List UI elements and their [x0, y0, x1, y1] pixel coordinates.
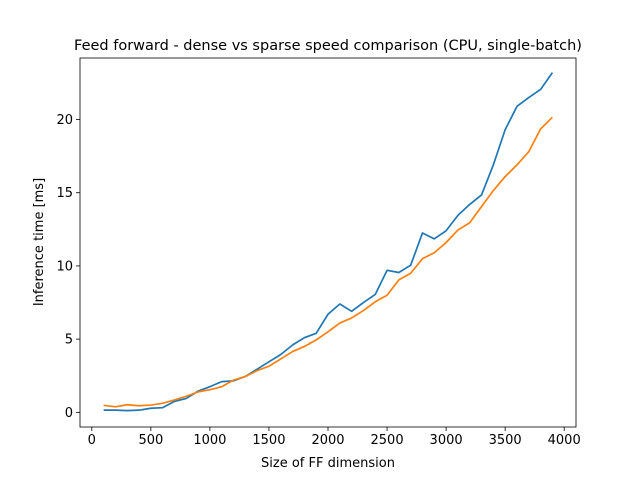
x-tick-label: 3000 — [430, 433, 463, 448]
x-tick-label: 500 — [138, 433, 163, 448]
x-tick-label: 3500 — [489, 433, 522, 448]
x-tick-label: 1000 — [193, 433, 226, 448]
y-tick-label: 10 — [56, 259, 73, 274]
x-tick-label: 4000 — [548, 433, 581, 448]
y-axis-label: Inference time [ms] — [32, 178, 47, 306]
y-tick-label: 15 — [56, 186, 73, 201]
series-line-sparse — [103, 116, 553, 408]
x-tick-label: 0 — [88, 433, 96, 448]
x-axis-label: Size of FF dimension — [261, 456, 395, 471]
y-tick-label: 5 — [65, 333, 73, 348]
x-axis-ticks: 0 500 1000 1500 2000 2500 3000 3500 4000 — [88, 427, 581, 448]
axes-frame — [79, 57, 577, 428]
y-tick-label: 0 — [65, 406, 73, 421]
x-tick-label: 2000 — [311, 433, 344, 448]
chart-title: Feed forward - dense vs sparse speed com… — [74, 38, 582, 54]
plot-lines — [103, 72, 554, 412]
x-tick-label: 2500 — [371, 433, 404, 448]
y-tick-label: 20 — [56, 113, 73, 128]
x-tick-label: 1500 — [252, 433, 285, 448]
y-axis-ticks: 0 5 10 15 20 — [56, 113, 80, 421]
series-line-dense — [103, 72, 554, 412]
